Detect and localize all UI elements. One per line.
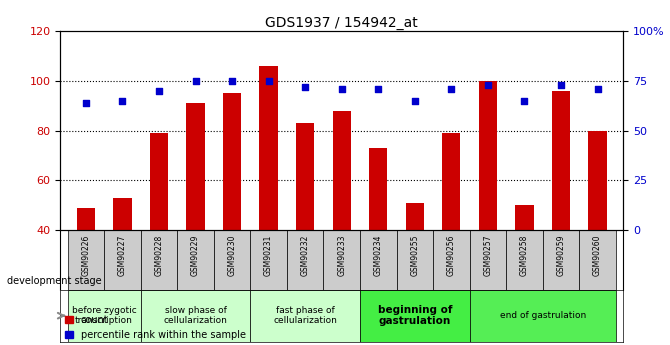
Point: [373, 86, 384, 91]
Point: [226, 78, 237, 83]
Text: GSM90257: GSM90257: [483, 235, 492, 276]
Bar: [186, 103, 204, 230]
Bar: [324, 230, 360, 290]
Bar: [214, 230, 251, 290]
Bar: [259, 66, 278, 230]
Bar: [405, 203, 424, 230]
Point: [519, 98, 530, 104]
Text: before zygotic
transcription: before zygotic transcription: [72, 306, 137, 325]
Point: [80, 100, 91, 106]
Text: slow phase of
cellularization: slow phase of cellularization: [163, 306, 227, 325]
Bar: [251, 290, 360, 342]
Bar: [332, 111, 351, 230]
Text: GSM90259: GSM90259: [557, 235, 565, 276]
Bar: [552, 91, 570, 230]
Text: fast phase of
cellularization: fast phase of cellularization: [273, 306, 337, 325]
Bar: [223, 93, 241, 230]
Bar: [141, 230, 178, 290]
Point: [482, 82, 493, 88]
Bar: [150, 133, 168, 230]
Bar: [442, 133, 460, 230]
Bar: [296, 123, 314, 230]
Bar: [479, 81, 497, 230]
Text: GSM90231: GSM90231: [264, 235, 273, 276]
Bar: [68, 290, 141, 342]
Bar: [588, 130, 606, 230]
Text: GSM90227: GSM90227: [118, 235, 127, 276]
Bar: [433, 230, 470, 290]
Bar: [506, 230, 543, 290]
Point: [190, 78, 201, 83]
Text: GSM90230: GSM90230: [228, 235, 237, 276]
Text: GSM90233: GSM90233: [337, 235, 346, 276]
Text: GSM90226: GSM90226: [81, 235, 90, 276]
Legend: count, percentile rank within the sample: count, percentile rank within the sample: [65, 315, 246, 340]
Text: GSM90228: GSM90228: [155, 235, 163, 276]
Point: [153, 88, 164, 93]
Text: beginning of
gastrulation: beginning of gastrulation: [377, 305, 452, 326]
Point: [555, 82, 566, 88]
Point: [299, 84, 310, 90]
Text: GSM90256: GSM90256: [447, 235, 456, 276]
Bar: [141, 290, 251, 342]
Text: end of gastrulation: end of gastrulation: [500, 311, 586, 320]
Bar: [470, 290, 616, 342]
Bar: [77, 208, 95, 230]
Point: [592, 86, 603, 91]
Text: GSM90255: GSM90255: [410, 235, 419, 276]
Text: development stage: development stage: [7, 276, 101, 286]
Text: GSM90232: GSM90232: [301, 235, 310, 276]
Point: [336, 86, 347, 91]
Point: [446, 86, 457, 91]
Bar: [543, 230, 580, 290]
Bar: [369, 148, 387, 230]
Bar: [68, 230, 104, 290]
Point: [117, 98, 128, 104]
Bar: [580, 230, 616, 290]
Bar: [470, 230, 506, 290]
Text: GSM90229: GSM90229: [191, 235, 200, 276]
Point: [409, 98, 420, 104]
Bar: [251, 230, 287, 290]
Text: GSM90234: GSM90234: [374, 235, 383, 276]
Text: GSM90258: GSM90258: [520, 235, 529, 276]
Bar: [360, 290, 470, 342]
Bar: [360, 230, 397, 290]
Point: [263, 78, 274, 83]
Bar: [515, 205, 533, 230]
Bar: [397, 230, 433, 290]
Title: GDS1937 / 154942_at: GDS1937 / 154942_at: [265, 16, 418, 30]
Bar: [178, 230, 214, 290]
Text: GSM90260: GSM90260: [593, 235, 602, 276]
Bar: [113, 198, 131, 230]
Bar: [104, 230, 141, 290]
Bar: [287, 230, 324, 290]
